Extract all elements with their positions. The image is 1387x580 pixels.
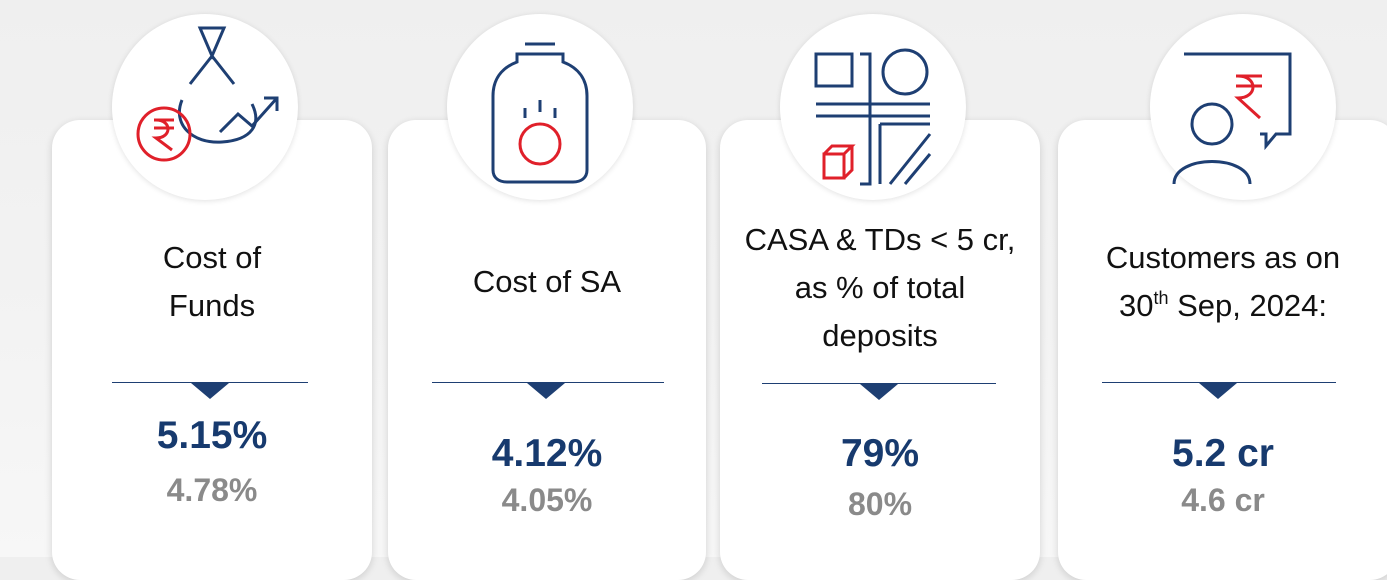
label-line: Cost of	[162, 240, 262, 275]
divider	[762, 383, 996, 384]
label: Cost of SA	[388, 258, 706, 306]
arrow	[527, 383, 565, 399]
arrow	[1199, 383, 1237, 399]
previous-value: 4.78%	[166, 472, 258, 508]
label: Cost of Funds	[52, 234, 372, 330]
current-value: 5.2 cr	[1172, 432, 1274, 475]
portfolio-icon	[814, 48, 932, 186]
label-line: Cost of SA	[472, 264, 622, 299]
current-value: 4.12%	[491, 432, 603, 475]
page: Cost of Funds 5.15% 4.78% Cost of SA 4.12…	[0, 0, 1387, 557]
date-day: 30	[1118, 288, 1154, 323]
date-rest: Sep, 2024:	[1168, 288, 1328, 323]
divider	[1102, 382, 1336, 383]
label: CASA & TDs < 5 cr, as % of total deposits	[720, 216, 1040, 360]
label-line: Customers as on	[1105, 240, 1341, 275]
jar-icon	[491, 42, 589, 184]
customer-icon	[1172, 52, 1292, 185]
previous-value: 80%	[847, 486, 913, 522]
date-suffix: th	[1153, 288, 1169, 308]
label: Customers as on 30th Sep, 2024:	[1058, 234, 1387, 330]
label-line: 30th Sep, 2024:	[1058, 282, 1387, 330]
label-line: as % of total	[794, 270, 966, 305]
arrow	[191, 383, 229, 399]
label-line: deposits	[822, 318, 938, 353]
current-value: 79%	[840, 432, 920, 475]
label-line: CASA & TDs < 5 cr,	[744, 222, 1016, 257]
arrow	[860, 384, 898, 400]
divider	[112, 382, 308, 383]
icon-circle	[447, 14, 633, 200]
divider	[432, 382, 664, 383]
icon-circle	[1150, 14, 1336, 200]
previous-value: 4.05%	[501, 482, 593, 518]
icon-circle	[112, 14, 298, 200]
funds-icon	[136, 26, 279, 162]
label-line: Funds	[168, 288, 256, 323]
previous-value: 4.6 cr	[1181, 482, 1265, 518]
current-value: 5.15%	[156, 414, 268, 457]
icon-circle	[780, 14, 966, 200]
